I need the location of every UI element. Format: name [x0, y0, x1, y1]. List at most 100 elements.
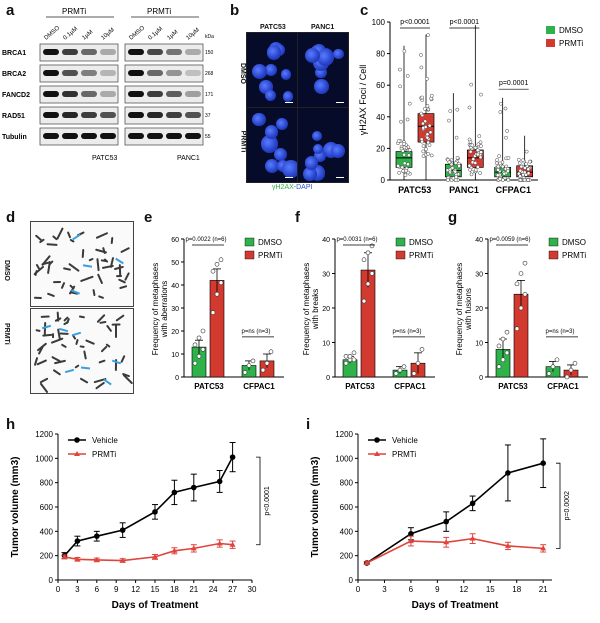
blot-band [100, 49, 116, 55]
data-point [554, 357, 560, 363]
nucleus [304, 47, 321, 64]
microscopy-col-patc53: PATC53 [260, 24, 286, 31]
chromosome [102, 264, 114, 270]
series-line [63, 456, 234, 557]
data-point [478, 155, 483, 160]
chromosome [111, 323, 121, 326]
aberration-arrow [64, 368, 74, 373]
nucleus [252, 112, 266, 127]
data-point [196, 335, 202, 341]
chromosome [95, 248, 108, 254]
data-point [264, 360, 270, 366]
data-point [498, 176, 502, 181]
data-point [214, 291, 220, 297]
y-tick-label: 200 [340, 552, 354, 561]
nucleus [264, 90, 276, 102]
data-point [229, 454, 236, 460]
data-point [401, 169, 406, 173]
data-point [422, 106, 427, 111]
y-axis-label: Tumor volume (mm3) [10, 457, 21, 558]
legend-label: DMSO [409, 238, 433, 247]
data-point [408, 530, 414, 537]
blot-band [166, 133, 182, 139]
kda-marker: 55 [205, 134, 211, 140]
data-point [365, 281, 371, 287]
significance-label: p=0.0059 (n=6) [489, 237, 530, 243]
y-tick-label: 10 [475, 341, 483, 348]
condition-label: 0.1µM [147, 26, 164, 41]
kda-marker: 171 [205, 92, 214, 98]
data-point [453, 161, 458, 165]
y-tick-label: 800 [40, 479, 54, 488]
blot-strip [124, 106, 204, 125]
y-tick-label: 0 [49, 576, 54, 585]
data-point [426, 151, 431, 156]
blot-row-label: BRCA1 [2, 50, 26, 57]
nucleus [303, 167, 317, 181]
chromosome [119, 246, 130, 254]
blot-band [147, 133, 163, 139]
chromosome [45, 243, 58, 247]
kda-marker: 37 [205, 113, 211, 119]
aberration-arrow [115, 257, 124, 264]
data-point [411, 371, 417, 376]
y-axis-label: with fusions [464, 288, 473, 331]
data-point [479, 144, 483, 148]
data-point [473, 168, 478, 172]
y-tick-label: 30 [171, 306, 179, 313]
y-tick-label: 600 [40, 503, 54, 512]
data-point [216, 478, 223, 485]
data-point [550, 364, 556, 369]
data-point [171, 489, 178, 496]
data-point [192, 360, 198, 366]
chromosome [60, 281, 66, 290]
y-tick-label: 0 [349, 576, 354, 585]
data-point [196, 354, 202, 359]
chromosome [120, 354, 126, 363]
tumor-growth-chart-h: 0 200 400 600 800 1000 1200 0 3 6 9 12 15 18 21 24 27 30 D… [10, 430, 271, 611]
blot-band [81, 133, 97, 139]
chromosome [96, 272, 104, 284]
chromosome [101, 259, 108, 263]
data-point [191, 484, 197, 491]
panel-i-label: i [306, 416, 311, 433]
chromosome [52, 369, 61, 376]
data-point [419, 347, 425, 352]
legend-marker [74, 437, 80, 443]
data-point [470, 143, 475, 148]
legend-marker [374, 437, 380, 443]
blot-row-label: Tubulin [2, 134, 27, 141]
nucleus [264, 158, 279, 173]
data-point [518, 174, 522, 179]
legend-label: DMSO [258, 238, 282, 247]
data-point [473, 161, 478, 165]
nucleus [260, 135, 279, 154]
data-point [246, 363, 252, 368]
data-point [448, 109, 453, 113]
chromosome [78, 315, 85, 319]
data-point [343, 354, 349, 359]
data-point [361, 257, 367, 263]
blot-band [81, 91, 97, 97]
x-axis-label: Days of Treatment [412, 600, 499, 611]
data-point [401, 364, 407, 369]
nucleus [312, 143, 323, 155]
data-point [429, 153, 434, 158]
nucleus [314, 79, 330, 94]
legend-swatch [244, 237, 255, 247]
x-tick-label: 24 [209, 585, 218, 594]
chromosome [81, 248, 85, 258]
blot-band [62, 49, 78, 55]
y-axis-label: Frequency of metaphases [302, 263, 311, 356]
chromosome [36, 359, 47, 366]
chromosome [39, 315, 50, 318]
y-tick-label: 100 [372, 18, 386, 27]
blot-band [147, 112, 163, 118]
stain-legend-blue: -DAPI [293, 184, 313, 191]
blot-row-label: FANCD2 [2, 92, 30, 99]
blot-band [185, 49, 201, 55]
chromosome [115, 314, 125, 323]
x-tick-label: 30 [248, 585, 257, 594]
blot-band [128, 91, 144, 97]
x-tick-label: PATC53 [398, 185, 431, 195]
